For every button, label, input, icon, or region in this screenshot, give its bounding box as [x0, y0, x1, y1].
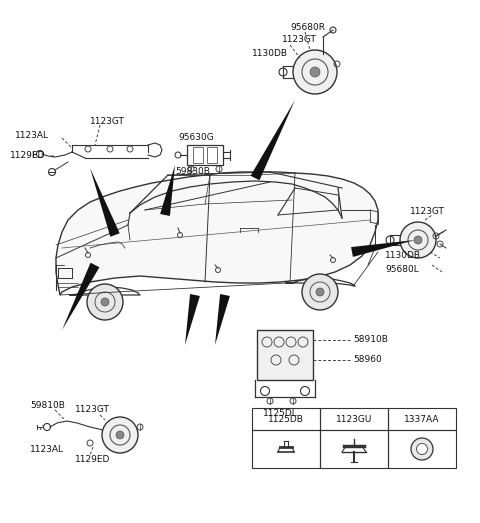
Bar [207, 147, 217, 163]
Text: 59810B: 59810B [30, 401, 65, 410]
Text: 58910B: 58910B [353, 335, 388, 345]
Circle shape [101, 298, 109, 306]
Polygon shape [251, 100, 295, 180]
Text: 1123AL: 1123AL [30, 446, 64, 454]
Polygon shape [185, 294, 200, 345]
Text: 95680R: 95680R [290, 24, 325, 32]
Circle shape [87, 284, 123, 320]
Circle shape [316, 288, 324, 296]
Text: 59830B: 59830B [175, 167, 210, 176]
Polygon shape [90, 168, 120, 237]
Text: 1129ED: 1129ED [75, 456, 110, 464]
Text: 95630G: 95630G [178, 133, 214, 142]
Text: 95680L: 95680L [385, 266, 419, 275]
Text: 1123AL: 1123AL [15, 131, 49, 140]
Text: 1125DB: 1125DB [268, 415, 304, 424]
Circle shape [302, 274, 338, 310]
Bar [252, 408, 320, 430]
Text: 1123GU: 1123GU [336, 415, 372, 424]
Polygon shape [160, 165, 175, 216]
Bar [388, 430, 456, 468]
Bar [388, 408, 456, 430]
Circle shape [411, 438, 433, 460]
Polygon shape [351, 240, 415, 257]
Text: 1123GT: 1123GT [282, 36, 317, 44]
Bar [257, 330, 313, 380]
Circle shape [293, 50, 337, 94]
Bar [187, 145, 223, 165]
Polygon shape [215, 294, 230, 345]
Bar [252, 430, 320, 468]
Polygon shape [62, 263, 99, 330]
Text: 1123GT: 1123GT [90, 118, 125, 127]
Bar [320, 408, 388, 430]
Circle shape [102, 417, 138, 453]
Text: 1130DB: 1130DB [385, 251, 421, 259]
Circle shape [400, 222, 436, 258]
Text: 1337AA: 1337AA [404, 415, 440, 424]
Polygon shape [56, 172, 378, 295]
Text: 58960: 58960 [353, 356, 382, 365]
Circle shape [414, 236, 422, 244]
Text: 1125DL: 1125DL [263, 408, 298, 417]
Text: 1129ED: 1129ED [10, 151, 46, 160]
Circle shape [116, 431, 124, 439]
Bar [320, 430, 388, 468]
Bar [193, 147, 203, 163]
Text: 1123GT: 1123GT [75, 405, 110, 415]
Circle shape [310, 67, 320, 77]
Text: 1130DB: 1130DB [252, 50, 288, 59]
Text: 1123GT: 1123GT [410, 208, 445, 217]
Circle shape [417, 444, 428, 454]
